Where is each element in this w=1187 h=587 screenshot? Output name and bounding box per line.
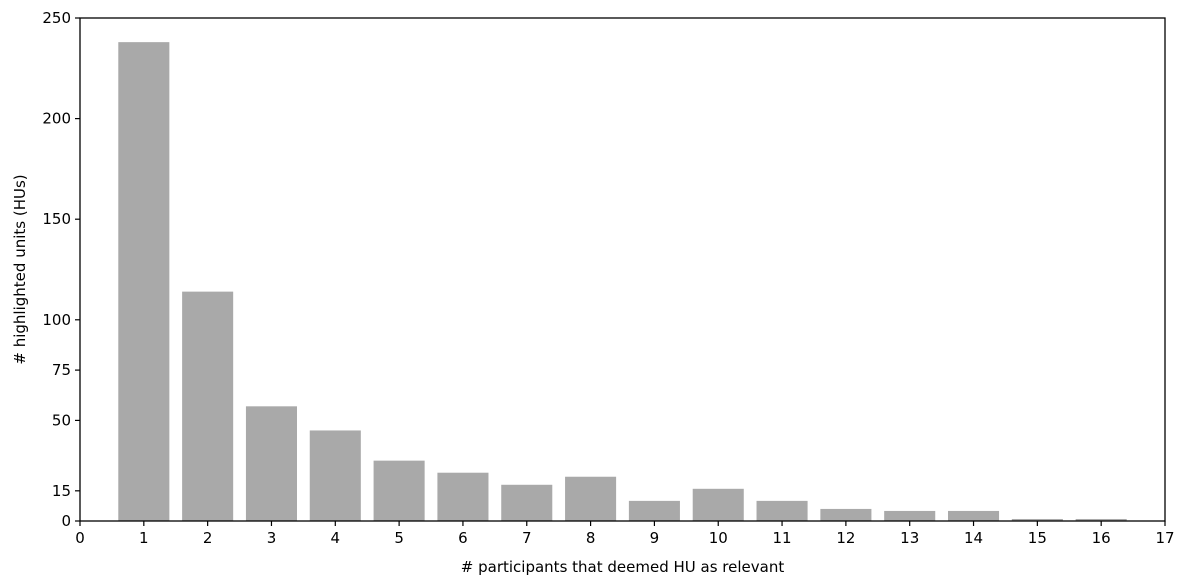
bar-11	[756, 500, 808, 521]
y-axis-label: # highlighted units (HUs)	[11, 174, 29, 364]
bar-1	[118, 42, 170, 521]
y-tick-label: 0	[61, 512, 71, 530]
y-tick-label: 100	[42, 311, 71, 329]
bar-2	[182, 291, 234, 521]
x-tick-label: 3	[267, 529, 277, 547]
bar-12	[820, 508, 872, 521]
x-tick-label: 0	[75, 529, 85, 547]
y-tick-label: 15	[52, 482, 71, 500]
bar-4	[309, 430, 361, 521]
bar-13	[884, 510, 936, 521]
x-tick-label: 13	[900, 529, 919, 547]
x-tick-label: 1	[139, 529, 149, 547]
bar-15	[1011, 518, 1063, 521]
bar-8	[565, 476, 617, 521]
bar-14	[948, 510, 1000, 521]
x-tick-label: 15	[1028, 529, 1047, 547]
x-tick-label: 9	[650, 529, 660, 547]
bar-6	[437, 472, 489, 521]
x-tick-label: 14	[964, 529, 983, 547]
y-tick-label: 50	[52, 411, 71, 429]
x-tick-label: 16	[1092, 529, 1111, 547]
y-tick-label: 75	[52, 361, 71, 379]
bar-7	[501, 484, 553, 521]
x-tick-label: 5	[394, 529, 404, 547]
y-axis-ticks: 0 15 50 75 100 150 200 250	[42, 9, 80, 530]
bar-3	[245, 406, 297, 521]
plot-frame	[79, 17, 1166, 522]
y-tick-label: 250	[42, 9, 71, 27]
x-tick-label: 10	[709, 529, 728, 547]
bar-16	[1075, 518, 1127, 521]
x-tick-label: 8	[586, 529, 596, 547]
x-tick-label: 12	[836, 529, 855, 547]
x-tick-label: 17	[1155, 529, 1174, 547]
x-tick-label: 11	[773, 529, 792, 547]
x-axis-ticks: 0 1 2 3 4 5 6 7 8 9 10 11 12 13 14 15 16 17	[75, 521, 1175, 547]
x-tick-label: 4	[331, 529, 341, 547]
x-axis-label: # participants that deemed HU as relevan…	[461, 558, 785, 576]
bar-10	[692, 488, 744, 521]
x-tick-label: 6	[458, 529, 468, 547]
bar-9	[628, 500, 680, 521]
y-tick-label: 200	[42, 110, 71, 128]
x-tick-label: 2	[203, 529, 213, 547]
bar-5	[373, 460, 425, 521]
y-tick-label: 150	[42, 210, 71, 228]
x-tick-label: 7	[522, 529, 532, 547]
bars-group	[118, 42, 1127, 521]
